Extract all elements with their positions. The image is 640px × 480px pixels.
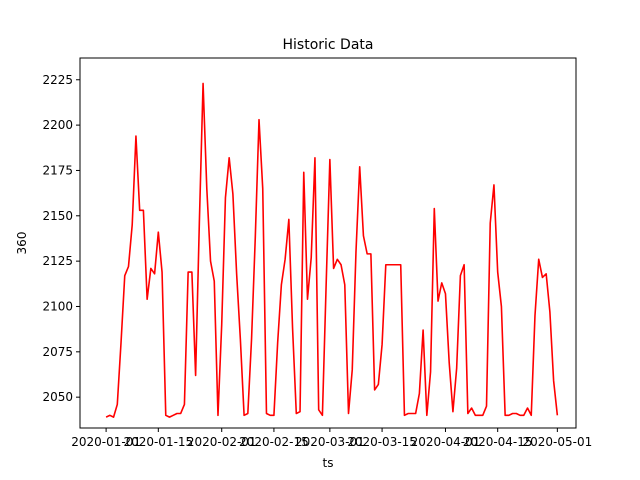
y-tick-label: 2050 xyxy=(42,390,73,404)
y-tick-label: 2100 xyxy=(42,299,73,313)
y-tick-label: 2150 xyxy=(42,209,73,223)
y-axis-ticks: 2050 2075 2100 2125 2150 2175 2200 2225 xyxy=(42,73,80,404)
series-line xyxy=(105,82,559,418)
y-tick-label: 2075 xyxy=(42,345,73,359)
y-tick-label: 2225 xyxy=(42,73,73,87)
x-tick-label: 2020-01-15 xyxy=(123,435,193,449)
plot-frame xyxy=(79,57,577,429)
x-tick-label: 2020-03-15 xyxy=(347,435,417,449)
chart-title: Historic Data xyxy=(283,37,374,53)
x-tick-label: 2020-02-01 xyxy=(187,435,257,449)
x-tick-label: 2020-01-01 xyxy=(71,435,141,449)
x-tick-label: 2020-05-01 xyxy=(522,435,592,449)
y-axis-label: 360 xyxy=(15,232,29,255)
x-tick-label: 2020-04-15 xyxy=(463,435,533,449)
y-tick-label: 2200 xyxy=(42,118,73,132)
y-tick-label: 2175 xyxy=(42,163,73,177)
x-tick-label: 2020-04-01 xyxy=(411,435,481,449)
y-tick-label: 2125 xyxy=(42,254,73,268)
x-tick-label: 2020-03-01 xyxy=(295,435,365,449)
x-axis-label: ts xyxy=(323,456,334,470)
x-axis-ticks: 2020-01-012020-01-152020-02-012020-02-15… xyxy=(71,428,592,449)
x-tick-label: 2020-02-15 xyxy=(239,435,309,449)
